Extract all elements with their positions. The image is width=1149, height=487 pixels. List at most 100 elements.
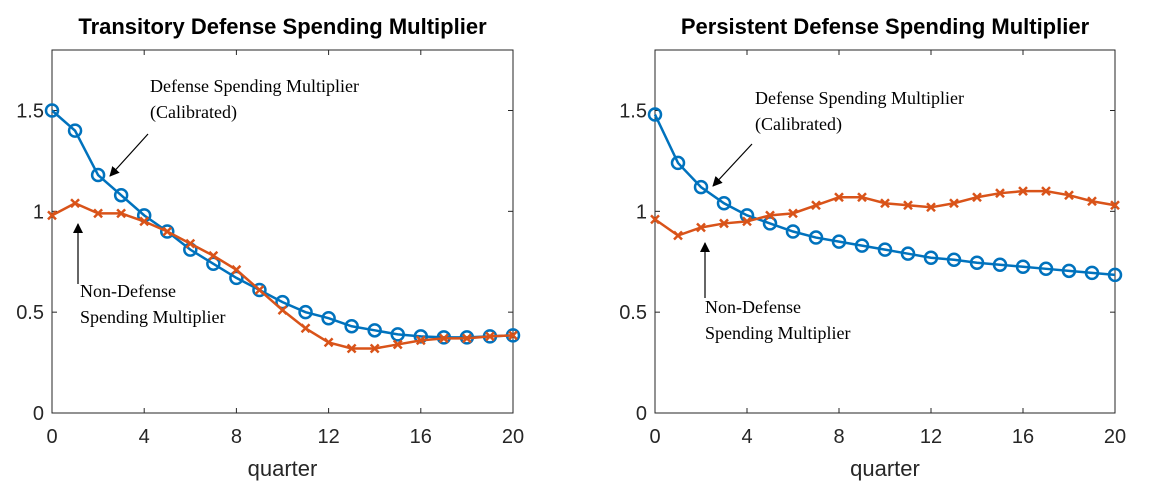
annotation: Spending Multiplier xyxy=(80,307,226,327)
x-marker xyxy=(949,198,959,209)
x-marker xyxy=(788,208,798,219)
x-tick-label: 8 xyxy=(833,426,844,448)
circle-marker xyxy=(670,155,686,171)
chart-title: Persistent Defense Spending Multiplier xyxy=(681,14,1090,39)
x-tick-label: 12 xyxy=(317,426,339,448)
annotation: Non-Defense xyxy=(80,281,176,301)
y-tick-label: 1 xyxy=(636,201,647,223)
circle-marker xyxy=(923,250,939,265)
circle-marker xyxy=(1015,259,1031,275)
circle-marker xyxy=(831,234,847,249)
x-marker xyxy=(438,333,449,344)
x-marker xyxy=(346,343,357,354)
x-marker xyxy=(508,330,518,341)
circle-marker xyxy=(716,196,732,211)
y-tick-label: 1.5 xyxy=(16,101,44,123)
annotation: Non-Defense xyxy=(705,297,801,317)
y-tick-label: 1.5 xyxy=(619,101,647,123)
x-tick-label: 0 xyxy=(649,426,660,448)
x-tick-label: 8 xyxy=(231,426,242,448)
x-marker xyxy=(70,198,80,209)
circle-marker xyxy=(113,187,129,203)
plot-frame xyxy=(51,49,514,414)
circle-marker xyxy=(67,123,83,138)
circle-marker xyxy=(877,242,893,257)
circle-marker xyxy=(647,107,663,122)
circle-marker xyxy=(992,257,1008,273)
x-marker xyxy=(392,339,403,350)
x-marker xyxy=(903,200,913,211)
x-tick-label: 16 xyxy=(1012,426,1034,448)
x-marker xyxy=(300,323,311,334)
circle-marker xyxy=(1107,267,1123,283)
x-marker xyxy=(1041,186,1051,197)
annotation: Defense Spending Multiplier xyxy=(755,88,964,108)
circle-marker xyxy=(413,329,429,344)
x-marker xyxy=(1018,186,1028,197)
circle-marker xyxy=(1061,263,1077,279)
circle-marker xyxy=(693,179,709,195)
annotation-arrow xyxy=(109,133,149,177)
x-tick-label: 20 xyxy=(1104,426,1126,448)
x-tick-label: 0 xyxy=(46,426,57,448)
series-line xyxy=(653,113,1116,277)
circle-marker xyxy=(969,255,985,271)
x-marker xyxy=(696,222,706,233)
plot-frame xyxy=(654,49,1116,414)
circle-marker xyxy=(160,224,175,239)
annotation: Spending Multiplier xyxy=(705,323,851,343)
x-marker xyxy=(277,305,288,316)
circle-marker xyxy=(367,323,382,338)
circle-marker xyxy=(1038,261,1054,277)
x-tick-label: 4 xyxy=(741,426,752,448)
x-marker xyxy=(834,192,844,203)
x-marker xyxy=(139,216,150,227)
x-tick-label: 20 xyxy=(502,426,524,448)
x-marker xyxy=(811,200,821,211)
x-axis-label: quarter xyxy=(850,456,920,481)
circle-marker xyxy=(252,282,267,298)
annotation: (Calibrated) xyxy=(150,102,237,123)
circle-marker xyxy=(298,304,313,320)
x-marker xyxy=(650,214,660,225)
circle-marker xyxy=(900,246,916,261)
x-marker xyxy=(1064,190,1074,201)
chart-title: Transitory Defense Spending Multiplier xyxy=(78,14,487,39)
x-marker xyxy=(719,218,729,229)
x-marker xyxy=(254,285,265,295)
circle-marker xyxy=(321,310,336,326)
y-tick-label: 0.5 xyxy=(16,302,44,324)
x-marker xyxy=(231,264,242,275)
x-marker xyxy=(93,208,103,219)
x-marker xyxy=(880,198,890,209)
circle-marker xyxy=(390,327,405,342)
circle-marker xyxy=(275,294,290,310)
y-tick-label: 0 xyxy=(636,403,647,425)
x-marker xyxy=(162,226,173,237)
x-marker xyxy=(995,188,1005,199)
x-marker xyxy=(972,192,982,203)
y-tick-label: 0.5 xyxy=(619,302,647,324)
x-marker xyxy=(1087,196,1097,207)
x-marker xyxy=(857,192,867,203)
x-marker xyxy=(765,210,775,221)
annotation-arrow xyxy=(712,143,753,187)
circle-marker xyxy=(1084,265,1100,281)
circle-marker xyxy=(762,216,778,231)
x-marker xyxy=(462,333,472,344)
x-tick-label: 16 xyxy=(410,426,432,448)
circle-marker xyxy=(808,230,824,245)
x-marker xyxy=(1110,200,1120,211)
x-tick-label: 4 xyxy=(139,426,150,448)
circle-marker xyxy=(90,167,106,183)
x-marker xyxy=(926,202,936,213)
x-marker xyxy=(116,208,127,219)
x-marker xyxy=(415,335,426,346)
y-tick-label: 0 xyxy=(33,403,44,425)
y-tick-label: 1 xyxy=(33,201,44,223)
circle-marker xyxy=(206,256,221,272)
x-axis-label: quarter xyxy=(248,456,318,481)
x-marker xyxy=(47,210,57,221)
